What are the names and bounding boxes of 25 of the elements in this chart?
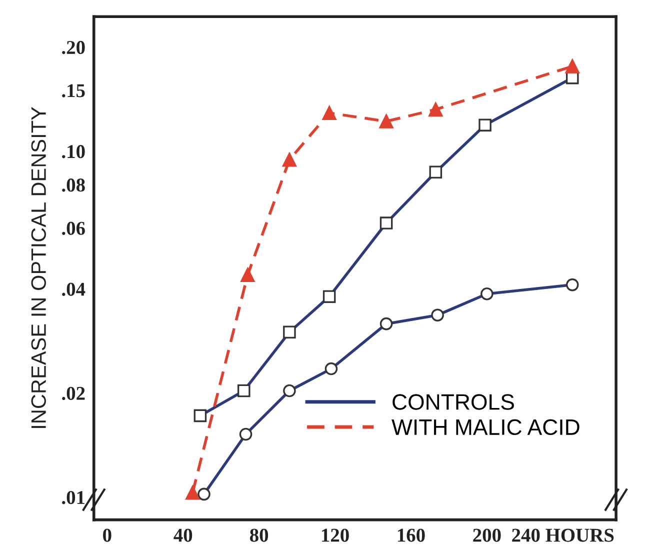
legend-label: CONTROLS [392, 394, 514, 410]
x-tick-label: 80 [250, 528, 268, 542]
x-tick-label: 200 [473, 528, 501, 542]
x-tick-label: 160 [398, 528, 425, 542]
y-tick-label: .20 [62, 40, 85, 54]
point [379, 114, 394, 128]
point [428, 102, 443, 117]
point [322, 106, 336, 120]
point [282, 152, 297, 167]
y-tick-label: .01 [62, 490, 85, 504]
y-tick-label: .10 [62, 145, 85, 158]
y-axis-title: INCREASE IN OPTICAL DENSITY [31, 106, 46, 428]
x-tick-label: 240 HOURS [512, 528, 614, 542]
legend-label: WITH MALIC ACID [392, 419, 580, 436]
y-tick-label: .15 [62, 84, 85, 98]
x-tick-label: 40 [174, 528, 192, 542]
x-tick-label: 120 [322, 528, 349, 542]
y-tick-label: .08 [62, 178, 85, 192]
y-tick-label: .02 [62, 386, 85, 400]
point [565, 59, 580, 74]
x-tick-label: 0 [103, 528, 112, 542]
y-tick-label: .04 [62, 282, 86, 296]
y-tick-label: .06 [62, 222, 85, 235]
point [186, 486, 200, 500]
point [240, 268, 255, 282]
